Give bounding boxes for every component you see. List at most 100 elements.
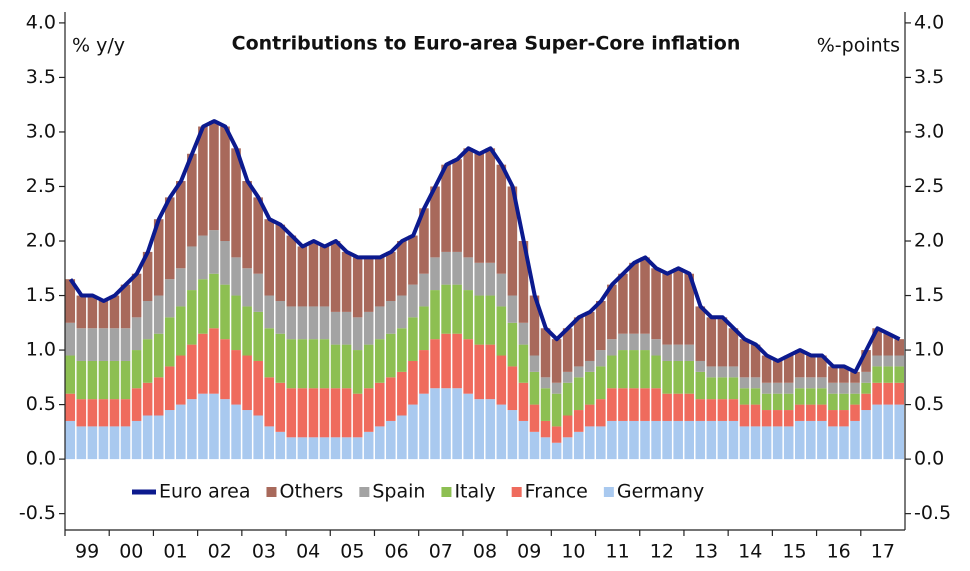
bar-segment: [253, 273, 263, 312]
bar-segment: [750, 388, 761, 405]
bar-segment: [850, 420, 860, 460]
bar-segment: [474, 399, 484, 460]
bar-segment: [363, 311, 374, 345]
bar-segment: [872, 355, 882, 367]
x-tick-label: 99: [75, 541, 99, 563]
bar-segment: [662, 420, 672, 460]
bar-segment: [87, 426, 98, 460]
bar-segment: [363, 257, 374, 312]
bar-segment: [419, 208, 429, 274]
bar-segment: [209, 121, 219, 231]
bar-segment: [363, 344, 374, 389]
bar-segment: [98, 300, 109, 329]
bars: [65, 121, 904, 460]
bar-segment: [463, 393, 473, 460]
bar-segment: [308, 388, 319, 438]
bar-segment: [783, 393, 794, 411]
bar-segment: [739, 426, 750, 460]
bar-segment: [640, 350, 650, 389]
bar-segment: [430, 186, 440, 258]
bar-segment: [695, 399, 706, 421]
bar-segment: [651, 388, 661, 421]
bar-segment: [153, 219, 164, 296]
bar-segment: [242, 410, 252, 460]
bar-segment: [286, 235, 297, 307]
bar-segment: [507, 410, 518, 460]
bar-segment: [164, 279, 175, 318]
bar-segment: [330, 311, 341, 345]
bar-segment: [673, 393, 683, 421]
bar-segment: [861, 382, 871, 394]
bar-segment: [109, 360, 120, 400]
y2-tick-label: 2.5: [914, 175, 944, 197]
bar-segment: [618, 350, 628, 389]
bar-segment: [761, 410, 772, 427]
bar-segment: [739, 339, 750, 378]
bar-segment: [607, 355, 617, 389]
y2-axis-label: %-points: [817, 35, 900, 57]
bar-segment: [386, 333, 396, 378]
bar-segment: [341, 388, 352, 438]
bar-segment: [894, 355, 904, 367]
bar-segment: [386, 300, 396, 334]
bar-segment: [640, 388, 650, 421]
bar-segment: [474, 295, 484, 345]
bar-segment: [253, 415, 263, 460]
bar-segment: [441, 284, 451, 334]
bar-segment: [374, 339, 385, 383]
bar-segment: [419, 273, 429, 307]
bar-segment: [529, 295, 540, 356]
bar-segment: [397, 371, 407, 416]
bar-segment: [507, 366, 518, 411]
bar-segment: [540, 377, 551, 389]
bar-segment: [131, 420, 142, 460]
bar-segment: [485, 399, 496, 460]
bar-segment: [275, 224, 286, 301]
bar-segment: [164, 317, 175, 367]
bar-segment: [706, 377, 717, 400]
bar-segment: [131, 350, 142, 389]
bar-segment: [231, 295, 241, 351]
bar-segment: [330, 388, 341, 438]
bar-segment: [408, 284, 418, 318]
bar-segment: [397, 241, 407, 296]
bar-segment: [806, 377, 816, 389]
bar-segment: [806, 420, 816, 460]
bar-segment: [198, 126, 208, 236]
bar-segment: [275, 300, 286, 334]
bar-segment: [673, 344, 683, 361]
bar-segment: [806, 355, 816, 378]
bar-segment: [142, 251, 153, 301]
bar-segment: [673, 360, 683, 394]
bar-segment: [485, 344, 496, 400]
bar-segment: [430, 339, 440, 389]
bar-segment: [783, 410, 794, 427]
bar-segment: [98, 328, 109, 361]
bar-segment: [408, 317, 418, 361]
bar-segment: [540, 328, 551, 378]
bar-segment: [761, 355, 772, 383]
bar-segment: [640, 420, 650, 460]
x-tick-label: 16: [827, 541, 851, 563]
bar-segment: [176, 355, 186, 405]
x-tick-label: 07: [429, 541, 453, 563]
bar-segment: [231, 148, 241, 258]
bar-segment: [319, 437, 330, 460]
bar-segment: [176, 404, 186, 460]
bar-segment: [573, 377, 584, 411]
bar-segment: [562, 371, 573, 383]
bar-segment: [662, 360, 672, 394]
bar-segment: [872, 328, 882, 356]
bar-segment: [673, 268, 683, 345]
bar-segment: [761, 426, 772, 460]
bar-segment: [496, 355, 507, 405]
bar-segment: [209, 273, 219, 329]
x-tick-label: 00: [119, 541, 143, 563]
bar-segment: [894, 339, 904, 356]
bar-segment: [275, 333, 286, 383]
bar-segment: [297, 388, 308, 438]
x-tick-label: 10: [561, 541, 585, 563]
bar-segment: [496, 164, 507, 274]
bar-segment: [65, 322, 76, 356]
x-tick-label: 09: [517, 541, 541, 563]
